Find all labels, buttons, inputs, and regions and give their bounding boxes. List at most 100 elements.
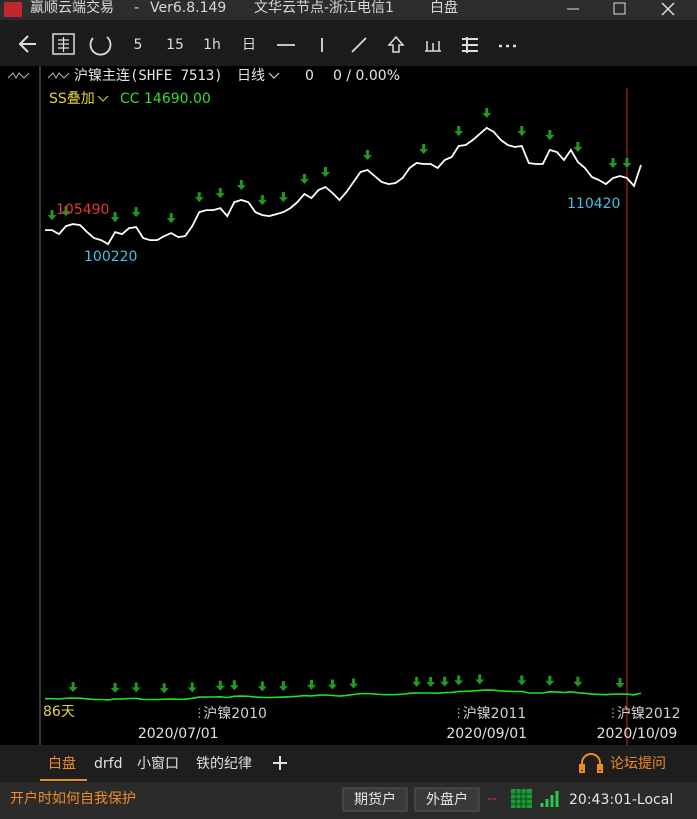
back-button[interactable] [18,35,36,53]
settings-tool[interactable] [462,37,478,53]
cc-value: CC 14690.00 [120,91,211,107]
signal-arrow [482,107,492,118]
account-button[interactable] [414,787,480,812]
period-dropdown[interactable] [268,72,280,79]
lower-signal-arrow [327,679,337,690]
trendline-tool[interactable] [351,37,367,53]
lower-signal-arrow [257,681,267,692]
server-node: 文华云节点-浙江电信1 [254,0,394,16]
tab[interactable]: 白盘 [48,755,76,772]
lower-signal-arrow [426,676,436,687]
lower-signal-arrow [215,680,225,691]
signal-arrow [419,144,429,155]
period-button[interactable]: 1h [203,37,221,53]
app-version: Ver6.8.149 [150,0,226,16]
app-icon [4,2,22,17]
signal-arrow [545,129,555,140]
signal-arrow [454,125,464,136]
contract-label: 沪镍2012 [617,706,681,722]
add-tab[interactable] [273,756,287,770]
signal-arrow [215,188,225,199]
overlay-dropdown[interactable] [97,95,109,102]
chart-tool[interactable] [425,41,441,52]
signal-arrow [320,167,330,178]
x-tick-label: 2020/10/09 [597,726,678,742]
signal-arrow [236,180,246,191]
clock: 20:43:01-Local [569,792,673,808]
headset-icon [579,753,603,773]
side-toggle[interactable] [7,72,30,79]
tab[interactable]: drfd [94,756,122,772]
lower-signal-arrow [229,680,239,691]
signal-arrow [194,192,204,203]
period-button[interactable]: 5 [134,37,143,53]
signal-arrow [110,212,120,223]
lower-signal-arrow [159,683,169,694]
title-bar [0,0,697,20]
lower-signal-arrow [306,679,316,690]
toolbar [0,20,697,66]
signal-arrow [257,195,267,206]
days-label: 86天 [43,704,75,720]
forum-link[interactable]: 论坛提问 [610,756,666,772]
signal-arrow [299,174,309,185]
signal-arrow [61,206,71,217]
lower-signal-arrow [545,675,555,686]
lower-signal-arrow [278,681,288,692]
signal-arrow [166,213,176,224]
contract-label: 沪镍2010 [203,706,267,722]
price-annotation: 100220 [84,249,137,265]
app-name: 赢顺云端交易 [30,0,114,16]
lower-signal-arrow [615,678,625,689]
lower-signal-arrow [475,674,485,685]
tab[interactable]: 小窗口 [137,755,179,772]
signal-arrow [573,141,583,152]
period[interactable]: 日线 [237,68,265,84]
price-annotation: 105490 [56,202,109,218]
title-separator: - [134,0,139,16]
signal-arrow [517,125,527,136]
lower-signal-arrow [517,675,527,686]
indicator-line [45,689,642,701]
signal-arrow [278,192,288,203]
lower-signal-arrow [131,682,141,693]
tab[interactable]: 铁的纪律 [196,756,252,772]
notice[interactable]: 开户时如何自我保护 [10,790,136,807]
lower-signal-arrow [349,678,359,689]
account-label: 外盘户 [426,791,468,808]
symbol: 沪镍主连(SHFE 7513) [74,68,223,84]
order-icon [58,37,69,52]
period-button[interactable]: 日 [242,37,256,53]
signal-arrow [363,149,373,160]
refresh-button[interactable] [89,36,112,56]
grid-lines [511,789,532,808]
lower-signal-arrow [573,676,583,687]
signal-arrow [47,210,57,221]
lower-signal-arrow [187,682,197,693]
last-price: 0 [305,68,314,84]
x-tick-label: 2020/09/01 [446,726,527,742]
order-button[interactable] [52,33,75,55]
signal-icon [540,791,559,807]
contract-label: 沪镍2011 [463,706,527,722]
session: 白盘 [430,0,458,16]
tab-bar [0,745,697,782]
signal-arrow [608,158,618,169]
x-tick-label: 2020/07/01 [138,726,219,742]
lower-signal-arrow [412,676,422,687]
arrow-tool[interactable] [387,35,405,53]
period-button[interactable]: 15 [166,37,184,53]
price-change: 0 / 0.00% [333,68,400,84]
maximize-button[interactable] [613,2,626,15]
header-toggle[interactable] [47,72,70,79]
signal-arrow [622,158,632,169]
close-button[interactable] [661,2,675,16]
signal-arrow [131,207,141,218]
account-button[interactable] [342,787,408,812]
account-label: 期货户 [354,791,396,808]
lower-signal-arrow [110,682,120,693]
lower-signal-arrow [68,682,78,693]
overlay-name[interactable]: SS叠加 [49,91,95,107]
lower-signal-arrow [440,676,450,687]
